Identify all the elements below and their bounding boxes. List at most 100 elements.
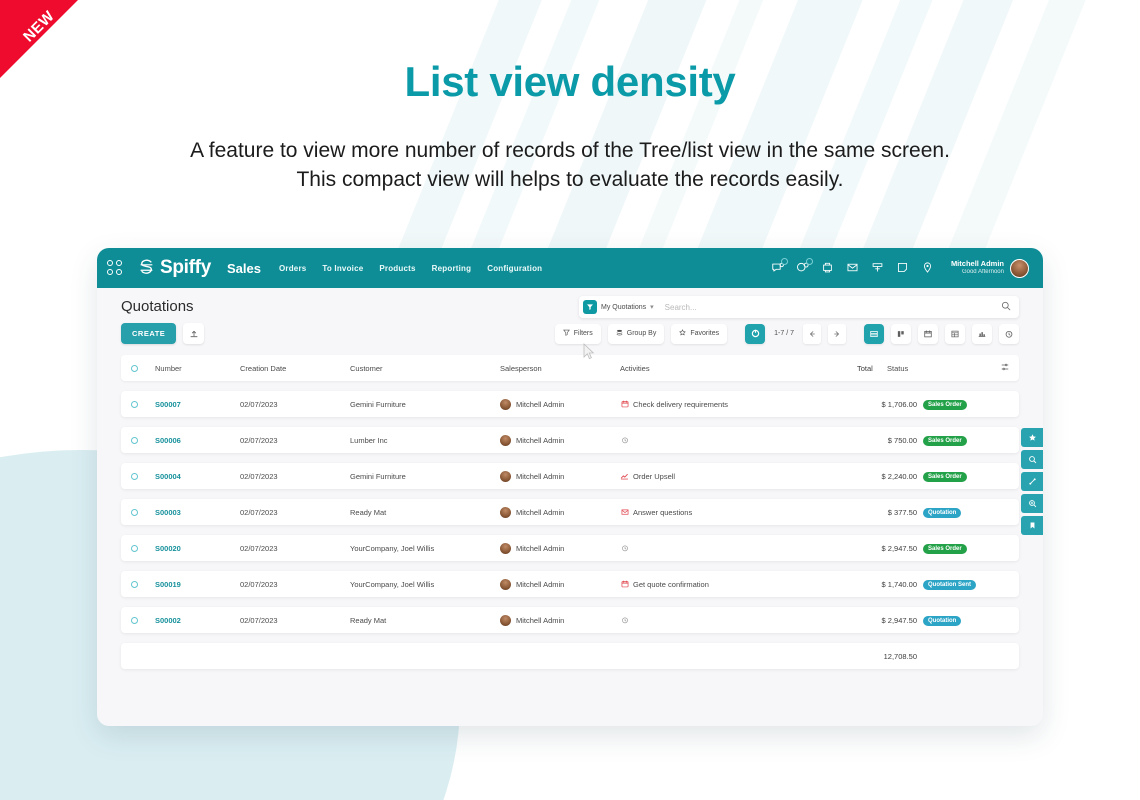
table-row[interactable]: S00007 02/07/2023 Gemini Furniture Mitch… xyxy=(121,391,1019,417)
column-header-customer[interactable]: Customer xyxy=(350,363,383,373)
record-link[interactable]: S00006 xyxy=(155,435,181,445)
menu-item-reporting[interactable]: Reporting xyxy=(431,263,472,273)
column-header-status[interactable]: Status xyxy=(887,363,909,373)
location-pin-icon[interactable] xyxy=(921,261,935,275)
cell-activities[interactable]: Check delivery requirements xyxy=(620,400,857,409)
record-link[interactable]: S00002 xyxy=(155,615,181,625)
record-link[interactable]: S00019 xyxy=(155,579,181,589)
menu-item-to-invoice[interactable]: To Invoice xyxy=(322,263,364,273)
create-button[interactable]: CREATE xyxy=(121,323,177,344)
column-header-activities[interactable]: Activities xyxy=(620,363,650,373)
arrow-right-icon[interactable] xyxy=(828,323,846,344)
search-rail-icon[interactable] xyxy=(1021,450,1043,469)
menu-item-configuration[interactable]: Configuration xyxy=(487,263,543,273)
table-row[interactable]: S00006 02/07/2023 Lumber Inc Mitchell Ad… xyxy=(121,427,1019,453)
column-header-salesperson[interactable]: Salesperson xyxy=(500,363,542,373)
avatar[interactable] xyxy=(1010,258,1029,278)
cell-number[interactable]: S00004 xyxy=(155,472,240,481)
record-counter: 1-7 / 7 xyxy=(774,330,794,337)
cell-activities[interactable] xyxy=(620,544,857,553)
upload-icon[interactable] xyxy=(183,323,205,344)
kanban-view-icon[interactable] xyxy=(891,323,911,344)
row-select-ring-icon[interactable] xyxy=(131,616,138,624)
chat-icon[interactable] xyxy=(796,258,813,275)
cell-activities[interactable]: Answer questions xyxy=(620,508,857,517)
user-menu[interactable]: Mitchell Admin Good Afternoon xyxy=(951,258,1029,278)
row-select-ring-icon[interactable] xyxy=(131,400,138,408)
cell-activities[interactable]: Get quote confirmation xyxy=(620,580,857,589)
select-all-ring-icon[interactable] xyxy=(131,364,138,372)
zoom-rail-icon[interactable] xyxy=(1021,494,1043,513)
activity-view-icon[interactable] xyxy=(999,323,1019,344)
table-row[interactable]: S00020 02/07/2023 YourCompany, Joel Will… xyxy=(121,535,1019,561)
record-link[interactable]: S00020 xyxy=(155,543,181,553)
filters-button[interactable]: Filters xyxy=(554,323,601,344)
favorites-button[interactable]: Favorites xyxy=(671,323,728,344)
search-facet-my-quotations[interactable]: My Quotations ▾ xyxy=(579,296,661,318)
bookmark-rail-icon[interactable] xyxy=(1021,516,1043,535)
table-row[interactable]: S00019 02/07/2023 YourCompany, Joel Will… xyxy=(121,571,1019,597)
row-checkbox[interactable] xyxy=(131,616,155,624)
record-link[interactable]: S00007 xyxy=(155,399,181,409)
app-name-sales[interactable]: Sales xyxy=(226,260,261,276)
user-text: Mitchell Admin Good Afternoon xyxy=(951,260,1004,276)
mail-icon[interactable] xyxy=(846,261,860,275)
table-row[interactable]: S00003 02/07/2023 Ready Mat Mitchell Adm… xyxy=(121,499,1019,525)
notes-icon[interactable] xyxy=(896,261,910,275)
cell-number[interactable]: S00019 xyxy=(155,580,240,589)
cell-number[interactable]: S00002 xyxy=(155,616,240,625)
select-all-checkbox[interactable] xyxy=(131,364,155,372)
printer-icon[interactable] xyxy=(821,261,835,275)
row-checkbox[interactable] xyxy=(131,472,155,480)
cell-number[interactable]: S00006 xyxy=(155,436,240,445)
cell-activities[interactable] xyxy=(620,616,857,625)
column-settings-icon[interactable] xyxy=(989,363,1009,373)
menu-item-orders[interactable]: Orders xyxy=(278,263,307,273)
column-header-creation-date[interactable]: Creation Date xyxy=(240,363,287,373)
column-header-total[interactable]: Total xyxy=(857,363,873,373)
row-select-ring-icon[interactable] xyxy=(131,508,138,516)
table-row[interactable]: S00004 02/07/2023 Gemini Furniture Mitch… xyxy=(121,463,1019,489)
activities-icon[interactable] xyxy=(871,261,885,275)
cell-number[interactable]: S00007 xyxy=(155,400,240,409)
chevron-down-icon[interactable]: ▾ xyxy=(650,304,654,311)
pivot-view-icon[interactable] xyxy=(945,323,965,344)
search-input[interactable] xyxy=(660,302,997,312)
graph-view-icon[interactable] xyxy=(972,323,992,344)
row-select-ring-icon[interactable] xyxy=(131,544,138,552)
list-view-icon[interactable] xyxy=(864,323,884,344)
row-checkbox[interactable] xyxy=(131,508,155,516)
cell-activities[interactable] xyxy=(620,436,857,445)
cell-number[interactable]: S00003 xyxy=(155,508,240,517)
status-badge: Sales Order xyxy=(923,543,967,554)
row-select-ring-icon[interactable] xyxy=(131,472,138,480)
activity-label: Check delivery requirements xyxy=(633,399,729,409)
row-checkbox[interactable] xyxy=(131,436,155,444)
messages-icon[interactable] xyxy=(771,258,788,275)
record-link[interactable]: S00003 xyxy=(155,507,181,517)
star-rail-icon[interactable] xyxy=(1021,428,1043,447)
groupby-button[interactable]: Group By xyxy=(607,323,665,344)
row-checkbox[interactable] xyxy=(131,544,155,552)
salesperson-avatar xyxy=(500,398,511,410)
row-checkbox[interactable] xyxy=(131,400,155,408)
column-header-number[interactable]: Number xyxy=(155,363,182,373)
apps-grid-icon[interactable] xyxy=(107,260,123,276)
salesperson-avatar xyxy=(500,614,511,626)
search-icon[interactable] xyxy=(1001,301,1011,314)
cell-number[interactable]: S00020 xyxy=(155,544,240,553)
calendar-view-icon[interactable] xyxy=(918,323,938,344)
cell-activities[interactable]: Order Upsell xyxy=(620,472,857,481)
brand-logo[interactable]: Spiffy xyxy=(137,257,211,279)
row-select-ring-icon[interactable] xyxy=(131,580,138,588)
menu-item-products[interactable]: Products xyxy=(379,263,416,273)
table-row[interactable]: S00002 02/07/2023 Ready Mat Mitchell Adm… xyxy=(121,607,1019,633)
search-bar[interactable]: My Quotations ▾ xyxy=(579,296,1019,318)
expand-rail-icon[interactable] xyxy=(1021,472,1043,491)
row-select-ring-icon[interactable] xyxy=(131,436,138,444)
density-toggle-icon[interactable] xyxy=(745,323,766,344)
arrow-left-icon[interactable] xyxy=(803,323,821,344)
record-link[interactable]: S00004 xyxy=(155,471,181,481)
chat-badge xyxy=(805,258,813,265)
row-checkbox[interactable] xyxy=(131,580,155,588)
